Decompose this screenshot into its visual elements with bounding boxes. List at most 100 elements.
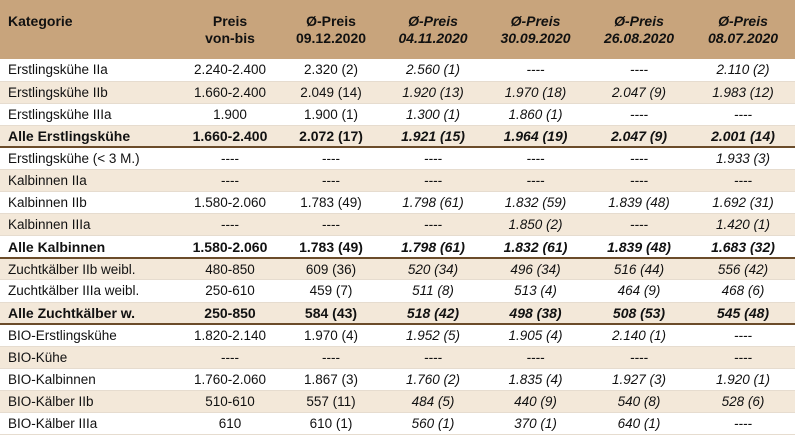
table-row: Erstlingskühe (< 3 M.) ---- ---- ---- ---- --…: [0, 147, 795, 170]
avg-price-cell: ----: [382, 147, 484, 170]
avg-price-cell: 1.970 (4): [280, 324, 382, 347]
category-cell: BIO-Kälber IIIa: [0, 412, 180, 436]
avg-price-cell: 609 (36): [280, 257, 382, 281]
category-cell: Alle Kalbinnen: [0, 235, 180, 259]
avg-price-cell: 464 (9): [587, 279, 691, 303]
price-range-cell: 1.900: [180, 103, 280, 126]
header-label: Ø-Preis: [718, 12, 768, 29]
avg-price-cell: ----: [484, 147, 587, 170]
table-row: BIO-Kälber IIIa 610 610 (1) 560 (1) 370 (1) 6…: [0, 412, 795, 436]
avg-price-cell: 1.798 (61): [382, 235, 484, 259]
price-range-cell: 1.820-2.140: [180, 324, 280, 347]
category-cell: Kalbinnen IIa: [0, 169, 180, 193]
avg-price-cell: ----: [280, 147, 382, 170]
avg-price-cell: 496 (34): [484, 257, 587, 281]
avg-price-cell: ----: [587, 346, 691, 369]
category-cell: BIO-Kälber IIb: [0, 390, 180, 414]
avg-price-cell: ----: [280, 213, 382, 237]
avg-price-cell: 528 (6): [691, 390, 795, 414]
avg-price-cell: 1.927 (3): [587, 368, 691, 391]
avg-price-cell: ----: [691, 324, 795, 347]
price-range-cell: ----: [180, 346, 280, 369]
price-range-cell: ----: [180, 147, 280, 170]
avg-price-cell: 1.835 (4): [484, 368, 587, 391]
table-row: Erstlingskühe IIa 2.240-2.400 2.320 (2) 2.5…: [0, 59, 795, 82]
table-row-total: Alle Kalbinnen 1.580-2.060 1.783 (49) 1.798…: [0, 235, 795, 259]
avg-price-cell: 1.933 (3): [691, 147, 795, 170]
avg-price-cell: 1.798 (61): [382, 191, 484, 215]
header-label: Ø-Preis: [306, 12, 356, 29]
price-range-cell: 1.660-2.400: [180, 125, 280, 149]
category-cell: Kalbinnen IIb: [0, 191, 180, 215]
avg-price-cell: 2.047 (9): [587, 81, 691, 104]
price-range-cell: 250-850: [180, 302, 280, 326]
avg-price-cell: 1.964 (19): [484, 125, 587, 149]
table-row-total: Alle Zuchtkälber w. 250-850 584 (43) 518 (4…: [0, 302, 795, 326]
category-cell: Alle Erstlingskühe: [0, 125, 180, 149]
avg-price-cell: 1.867 (3): [280, 368, 382, 391]
category-cell: Zuchtkälber IIIa weibl.: [0, 279, 180, 303]
price-range-cell: 480-850: [180, 257, 280, 281]
header-label: Ø-Preis: [408, 12, 458, 29]
table-row: BIO-Kalbinnen 1.760-2.060 1.867 (3) 1.760 (…: [0, 368, 795, 391]
avg-price-cell: 1.860 (1): [484, 103, 587, 126]
avg-price-cell: 2.560 (1): [382, 59, 484, 82]
header-avg-history-4: Ø-Preis 08.07.2020: [691, 0, 795, 59]
price-range-cell: 1.760-2.060: [180, 368, 280, 391]
avg-price-cell: ----: [280, 346, 382, 369]
avg-price-cell: 1.839 (48): [587, 235, 691, 259]
category-cell: Alle Zuchtkälber w.: [0, 302, 180, 326]
avg-price-cell: 459 (7): [280, 279, 382, 303]
avg-price-cell: 2.320 (2): [280, 59, 382, 82]
avg-price-cell: 370 (1): [484, 412, 587, 436]
table-row: Kalbinnen IIa ---- ---- ---- ---- ---- ----: [0, 169, 795, 193]
avg-price-cell: ----: [691, 412, 795, 436]
header-avg-history-2: Ø-Preis 30.09.2020: [484, 0, 587, 59]
table-header: Kategorie Preis von-bis Ø-Preis 09.12.20…: [0, 0, 795, 59]
avg-price-cell: 2.001 (14): [691, 125, 795, 149]
header-label: Kategorie: [8, 13, 73, 29]
avg-price-cell: ----: [587, 169, 691, 193]
avg-price-cell: 1.760 (2): [382, 368, 484, 391]
table-row: Zuchtkälber IIb weibl. 480-850 609 (36) 520…: [0, 257, 795, 281]
header-date: 30.09.2020: [500, 29, 571, 46]
avg-price-cell: 2.049 (14): [280, 81, 382, 104]
avg-price-cell: ----: [382, 346, 484, 369]
avg-price-cell: 516 (44): [587, 257, 691, 281]
avg-price-cell: 1.983 (12): [691, 81, 795, 104]
header-preis: Preis von-bis: [180, 0, 280, 59]
avg-price-cell: 1.921 (15): [382, 125, 484, 149]
table-row: Erstlingskühe IIIa 1.900 1.900 (1) 1.300 (1…: [0, 103, 795, 126]
category-cell: Zuchtkälber IIb weibl.: [0, 257, 180, 281]
avg-price-cell: ----: [382, 169, 484, 193]
avg-price-cell: 584 (43): [280, 302, 382, 326]
table-body: Erstlingskühe IIa 2.240-2.400 2.320 (2) 2.5…: [0, 59, 795, 436]
table-row: BIO-Kühe ---- ---- ---- ---- ---- ----: [0, 346, 795, 369]
avg-price-cell: 2.072 (17): [280, 125, 382, 149]
header-avg-current: Ø-Preis 09.12.2020: [280, 0, 382, 59]
avg-price-cell: 1.970 (18): [484, 81, 587, 104]
header-label: Ø-Preis: [614, 12, 664, 29]
avg-price-cell: 1.783 (49): [280, 191, 382, 215]
avg-price-cell: ----: [691, 169, 795, 193]
header-row: Kategorie Preis von-bis Ø-Preis 09.12.20…: [0, 0, 795, 59]
avg-price-cell: 513 (4): [484, 279, 587, 303]
header-avg-history-3: Ø-Preis 26.08.2020: [587, 0, 691, 59]
avg-price-cell: 557 (11): [280, 390, 382, 414]
avg-price-cell: 560 (1): [382, 412, 484, 436]
price-range-cell: 2.240-2.400: [180, 59, 280, 82]
avg-price-cell: ----: [382, 213, 484, 237]
header-date: 04.11.2020: [398, 29, 468, 46]
avg-price-cell: ----: [587, 103, 691, 126]
avg-price-cell: 518 (42): [382, 302, 484, 326]
avg-price-cell: 508 (53): [587, 302, 691, 326]
category-cell: Erstlingskühe IIb: [0, 81, 180, 104]
category-cell: Erstlingskühe (< 3 M.): [0, 147, 180, 170]
table-row: Erstlingskühe IIb 1.660-2.400 2.049 (14) 1.…: [0, 81, 795, 104]
avg-price-cell: 1.850 (2): [484, 213, 587, 237]
avg-price-cell: ----: [587, 147, 691, 170]
avg-price-cell: 1.692 (31): [691, 191, 795, 215]
price-range-cell: ----: [180, 213, 280, 237]
price-range-cell: 1.580-2.060: [180, 191, 280, 215]
avg-price-cell: 1.900 (1): [280, 103, 382, 126]
